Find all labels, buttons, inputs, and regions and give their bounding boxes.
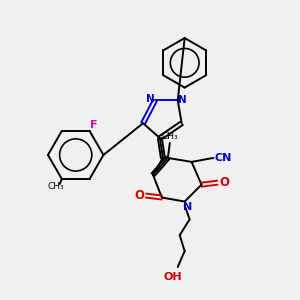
Text: O: O (219, 176, 229, 189)
Text: N: N (146, 94, 154, 104)
Text: F: F (90, 120, 97, 130)
Text: N: N (178, 95, 187, 106)
Text: O: O (134, 189, 144, 202)
Text: CH₃: CH₃ (48, 182, 64, 191)
Text: N: N (183, 202, 192, 212)
Text: OH: OH (164, 272, 182, 282)
Text: CN: CN (214, 153, 232, 163)
Text: CH₃: CH₃ (161, 132, 178, 141)
